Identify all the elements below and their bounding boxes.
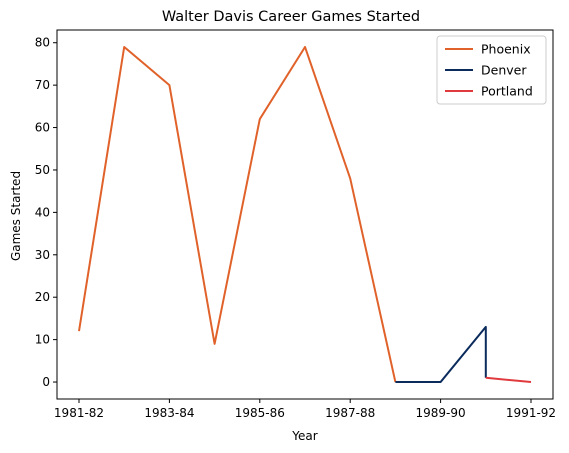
x-tick-label: 1989-90: [416, 406, 466, 420]
chart-title: Walter Davis Career Games Started: [162, 9, 420, 25]
y-axis-label: Games Started: [9, 171, 23, 261]
y-tick-label: 0: [42, 375, 50, 389]
series-line-portland: [485, 376, 532, 384]
legend-box: [436, 35, 547, 105]
legend-label-portland: Portland: [481, 84, 533, 99]
legend: Phoenix Denver Portland: [436, 35, 547, 105]
plot-area: [78, 45, 532, 384]
y-tick-label: 60: [35, 121, 50, 135]
y-tick-label: 10: [35, 333, 50, 347]
x-tick-label: 1983-84: [144, 406, 194, 420]
axes: 1981-82 1983-84 1985-86 1987-88 1989-90 1991-…: [35, 29, 556, 420]
y-tick-label: 20: [35, 290, 50, 304]
x-axis-label: Year: [291, 429, 317, 443]
series-line-phoenix: [78, 45, 397, 383]
y-tick-label: 70: [35, 78, 50, 92]
y-tick-label: 50: [35, 163, 50, 177]
y-tick-label: 30: [35, 248, 50, 262]
y-tick-label: 80: [35, 36, 50, 50]
x-tick-label: 1987-88: [325, 406, 375, 420]
y-tick-label: 40: [35, 205, 50, 219]
legend-label-phoenix: Phoenix: [481, 42, 531, 57]
legend-label-denver: Denver: [481, 63, 527, 78]
x-tick-label: 1981-82: [54, 406, 104, 420]
x-tick-label: 1985-86: [235, 406, 285, 420]
plot-frame: [56, 29, 554, 400]
x-tick-label: 1991-92: [506, 406, 556, 420]
series-line-denver: [395, 325, 487, 384]
